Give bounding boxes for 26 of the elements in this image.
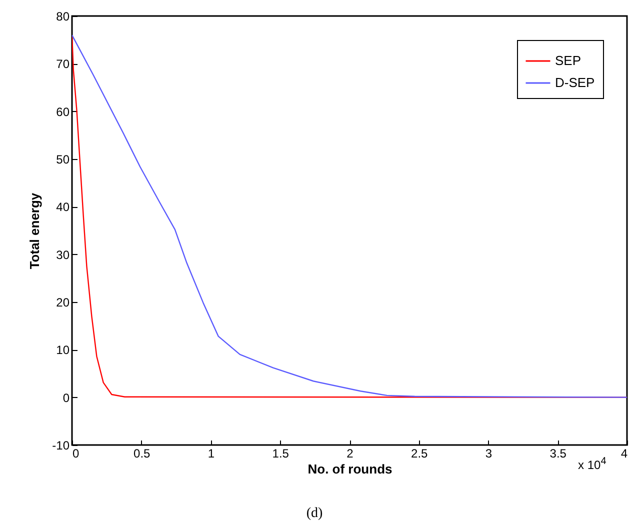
x-tick-label: 1 — [208, 446, 215, 460]
y-tick-label: 70 — [56, 57, 70, 72]
x-axis-title: No. of rounds — [308, 462, 392, 476]
y-axis-title: Total energy — [27, 192, 42, 270]
x-tick-label: 3.5 — [550, 446, 567, 460]
x-tick-label: 2 — [346, 446, 354, 460]
line-series — [72, 34, 627, 398]
y-tick-label: -10 — [52, 438, 70, 452]
x-tick-label: 2.5 — [411, 446, 428, 460]
text: x 10$^{4}$ — [578, 456, 606, 472]
x-tick-label: 0.5 — [134, 446, 151, 460]
x-tick-label: 0 — [72, 446, 80, 460]
legend-label: D-SEP — [555, 75, 595, 90]
y-tick-label: 40 — [56, 200, 70, 214]
y-tick-label: 0 — [62, 390, 70, 405]
legend-label: SEP — [555, 53, 582, 68]
y-tick-label: 80 — [56, 10, 70, 24]
x-tick-label: 4 — [620, 446, 628, 460]
x-tick-label: 3 — [485, 446, 492, 460]
y-tick-label: 60 — [56, 104, 70, 119]
y-tick-label: 30 — [56, 248, 70, 262]
y-tick-label: 50 — [56, 152, 70, 166]
x-tick-label: 1.5 — [272, 446, 290, 460]
y-tick-label: 10 — [56, 343, 70, 358]
text: (d) — [305, 506, 324, 522]
y-tick-label: 20 — [56, 296, 70, 310]
